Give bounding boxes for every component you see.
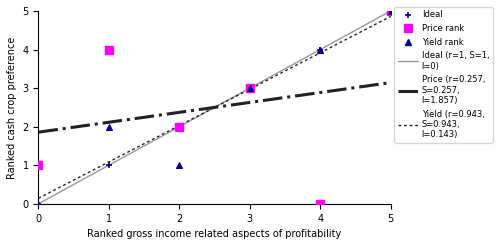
X-axis label: Ranked gross income related aspects of profitability: Ranked gross income related aspects of p… — [88, 229, 342, 239]
Legend: Ideal, Price rank, Yield rank, Ideal (r=1, S=1,
l=0), Price (r=0.257,
S=0.257,
l: Ideal, Price rank, Yield rank, Ideal (r=… — [394, 7, 492, 143]
Y-axis label: Ranked cash crop preference: Ranked cash crop preference — [7, 36, 17, 179]
